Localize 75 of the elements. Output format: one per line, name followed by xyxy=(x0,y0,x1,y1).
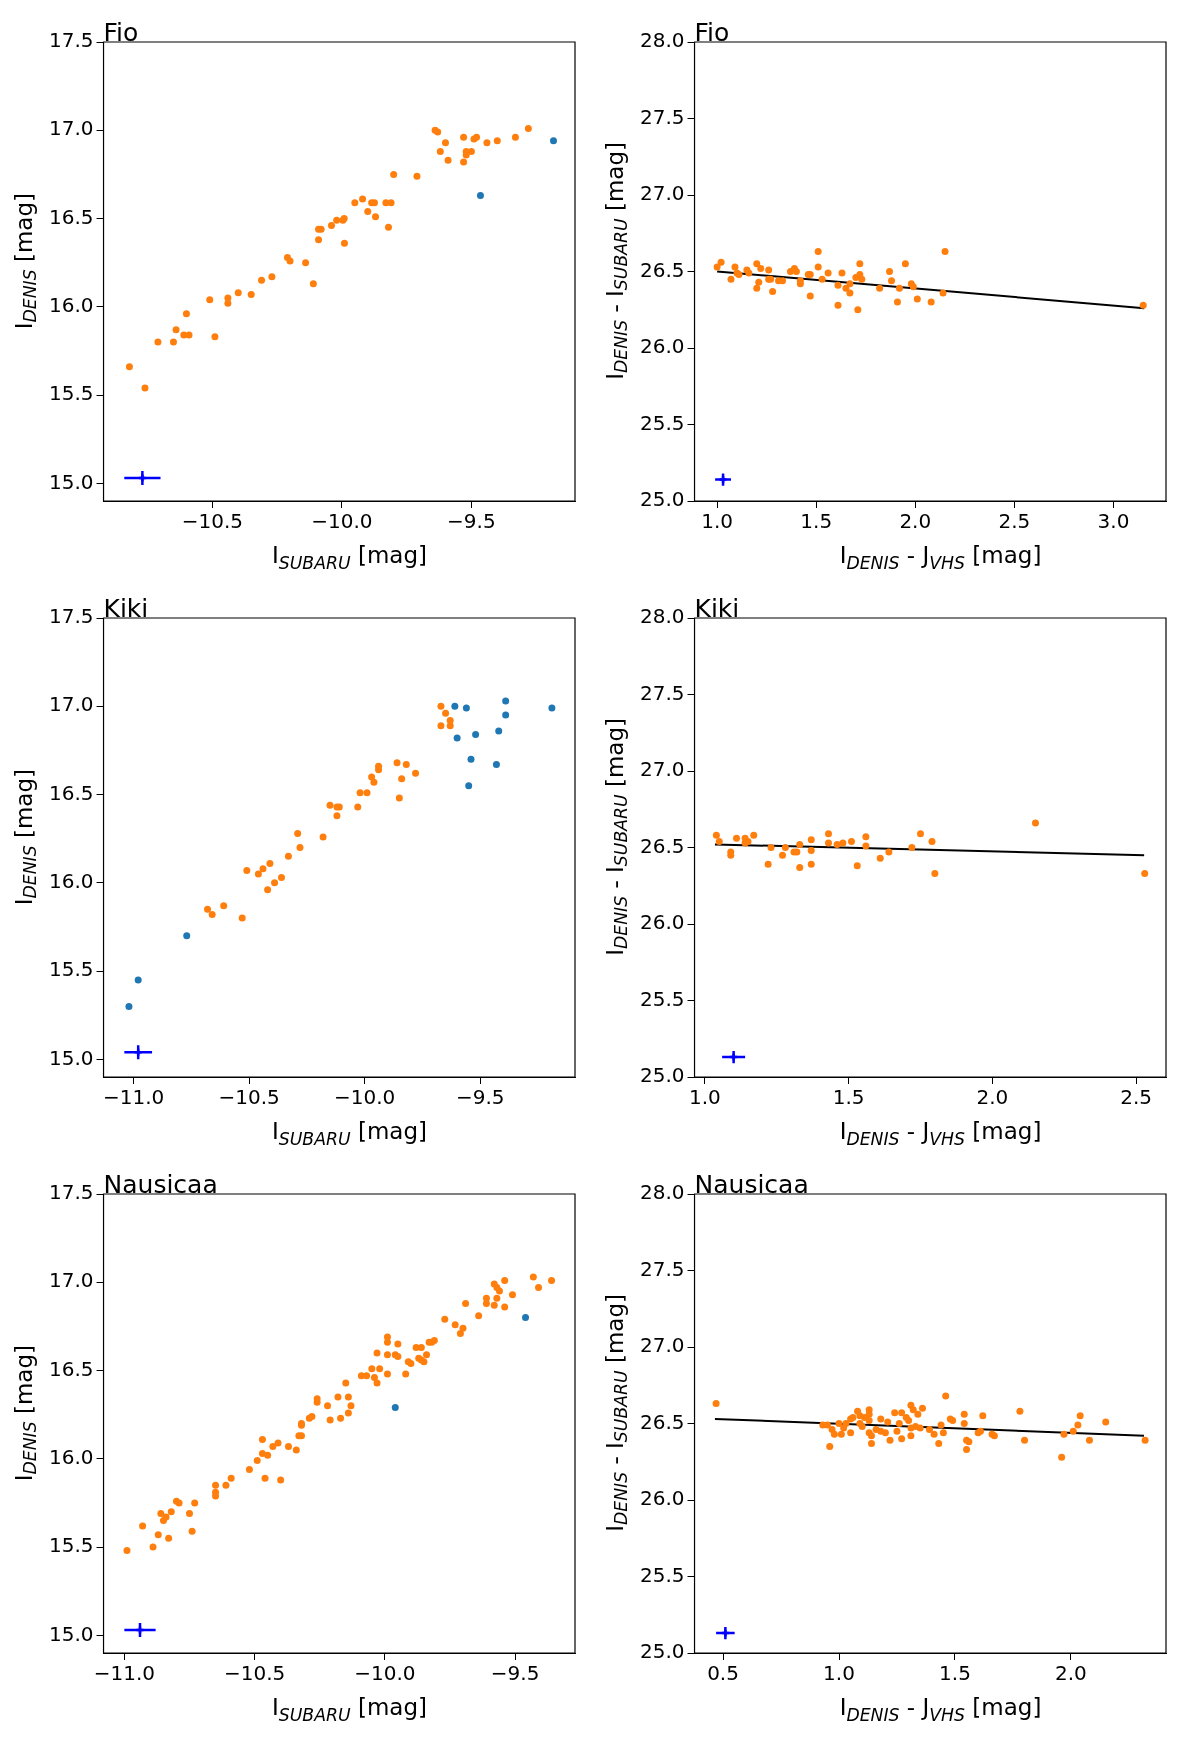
x-axis-title: I$_{SUBARU}$ [mag] xyxy=(271,1118,428,1149)
y-tick-label: 17.0 xyxy=(49,1268,94,1293)
y-tick-label: 27.5 xyxy=(640,104,685,129)
y-tick-label: 27.0 xyxy=(640,1333,685,1358)
y-tick-label: 15.5 xyxy=(49,957,94,982)
y-tick-label: 16.0 xyxy=(49,869,94,894)
x-tick-label: −10.0 xyxy=(334,1085,396,1110)
x-axis-title: I$_{SUBARU}$ [mag] xyxy=(271,542,428,573)
y-tick-label: 27.5 xyxy=(640,680,685,705)
x-tick-label: −11.0 xyxy=(93,1661,156,1686)
y-tick-label: 16.0 xyxy=(49,1445,94,1470)
y-tick-label: 26.0 xyxy=(640,910,685,935)
y-tick-label: 25.5 xyxy=(640,986,685,1011)
x-tick-label: −10.5 xyxy=(181,509,243,534)
x-tick-label: 1.5 xyxy=(939,1661,971,1686)
x-tick-label: −9.5 xyxy=(447,509,496,534)
x-tick-label: −10.5 xyxy=(223,1661,286,1686)
chart-title: Nausicaa xyxy=(103,1170,218,1199)
x-tick-label: 1.0 xyxy=(701,509,734,534)
chart-title: Kiki xyxy=(103,594,149,623)
y-tick-label: 25.0 xyxy=(640,1639,685,1664)
y-tick-label: 15.5 xyxy=(49,381,94,406)
chart-title: Fio xyxy=(103,18,139,47)
x-tick-label: −9.5 xyxy=(490,1661,540,1686)
x-tick-label: 1.5 xyxy=(800,509,833,534)
y-tick-label: 27.0 xyxy=(640,757,685,782)
x-axis-title: I$_{DENIS}$ - J$_{VHS}$ [mag] xyxy=(838,542,1043,573)
y-tick-label: 26.0 xyxy=(640,1486,685,1511)
y-tick-label: 15.0 xyxy=(49,1045,94,1070)
x-tick-label: 2.0 xyxy=(899,509,932,534)
y-tick-label: 26.5 xyxy=(640,257,685,282)
y-tick-label: 28.0 xyxy=(640,1180,685,1205)
chart-title: Kiki xyxy=(694,594,740,623)
x-tick-label: 2.0 xyxy=(976,1085,1009,1110)
x-axis-title: I$_{DENIS}$ - J$_{VHS}$ [mag] xyxy=(838,1118,1043,1149)
chart-title: Nausicaa xyxy=(694,1170,809,1199)
x-tick-label: 1.5 xyxy=(832,1085,865,1110)
y-tick-label: 16.5 xyxy=(49,204,94,229)
y-tick-label: 27.5 xyxy=(640,1256,685,1281)
x-axis-title: I$_{SUBARU}$ [mag] xyxy=(271,1694,428,1725)
x-tick-label: −10.5 xyxy=(218,1085,280,1110)
y-tick-label: 16.5 xyxy=(49,1356,94,1381)
x-tick-label: 2.5 xyxy=(1120,1085,1153,1110)
y-tick-label: 17.5 xyxy=(49,604,94,629)
x-tick-label: −11.0 xyxy=(102,1085,165,1110)
x-tick-label: −9.5 xyxy=(455,1085,505,1110)
x-tick-label: 2.5 xyxy=(998,509,1031,534)
x-tick-label: 0.5 xyxy=(707,1661,739,1686)
x-tick-label: −10.0 xyxy=(311,509,373,534)
y-tick-label: 26.0 xyxy=(640,334,685,359)
y-tick-label: 25.0 xyxy=(640,1063,685,1088)
y-tick-label: 28.0 xyxy=(640,28,685,53)
y-tick-label: 28.0 xyxy=(640,604,685,629)
y-tick-label: 15.0 xyxy=(49,469,94,494)
y-tick-label: 17.5 xyxy=(49,28,94,53)
y-tick-label: 27.0 xyxy=(640,181,685,206)
y-tick-label: 16.0 xyxy=(49,293,94,318)
x-tick-label: 1.0 xyxy=(823,1661,855,1686)
y-tick-label: 26.5 xyxy=(640,1409,685,1434)
y-tick-label: 17.5 xyxy=(49,1180,94,1205)
x-tick-label: −10.0 xyxy=(354,1661,416,1686)
y-tick-label: 26.5 xyxy=(640,833,685,858)
y-tick-label: 17.0 xyxy=(49,692,94,717)
chart-title: Fio xyxy=(694,18,730,47)
y-tick-label: 25.0 xyxy=(640,487,685,512)
y-tick-label: 16.5 xyxy=(49,780,94,805)
y-tick-label: 15.5 xyxy=(49,1533,94,1558)
x-tick-label: 1.0 xyxy=(688,1085,721,1110)
x-axis-title: I$_{DENIS}$ - J$_{VHS}$ [mag] xyxy=(838,1694,1043,1725)
y-tick-label: 25.5 xyxy=(640,410,685,435)
y-tick-label: 25.5 xyxy=(640,1562,685,1587)
x-tick-label: 2.0 xyxy=(1055,1661,1087,1686)
y-tick-label: 17.0 xyxy=(49,116,94,141)
x-tick-label: 3.0 xyxy=(1097,509,1130,534)
y-tick-label: 15.0 xyxy=(49,1621,94,1646)
